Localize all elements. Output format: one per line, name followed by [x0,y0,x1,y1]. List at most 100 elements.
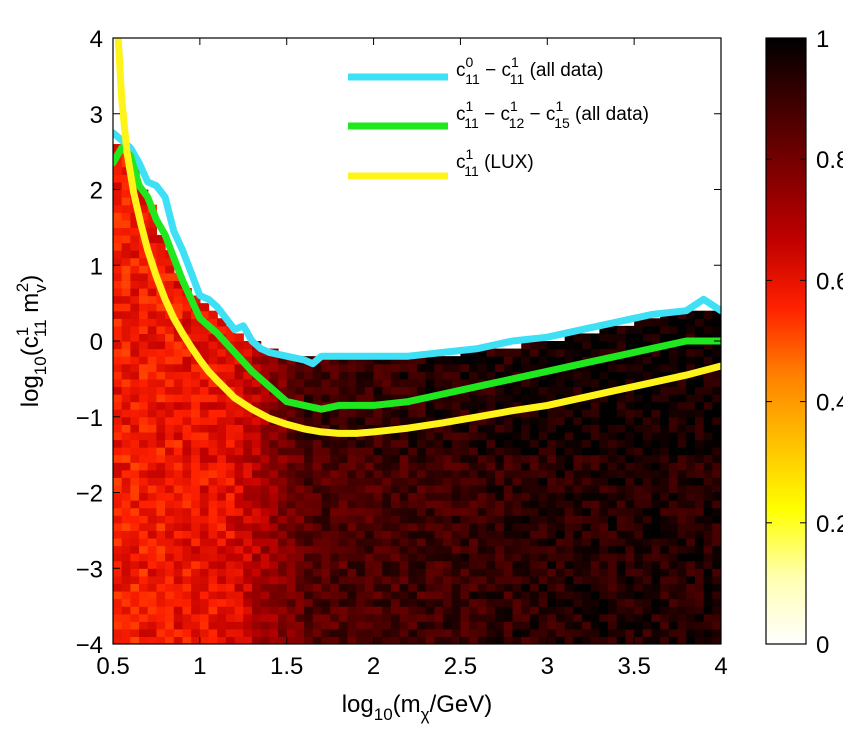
heatmap-cell [616,515,627,524]
heatmap-cell [434,530,444,539]
heatmap-cell [642,401,653,410]
heatmap-cell [338,447,349,456]
heatmap-cell [460,447,470,456]
heatmap-cell [651,598,661,607]
heatmap-cell [608,454,618,463]
heatmap-cell [703,613,713,622]
heatmap-cell [295,371,305,380]
heatmap-cell [694,386,705,395]
heatmap-cell [330,537,340,547]
heatmap-cell [243,439,253,448]
heatmap-cell [251,560,262,569]
heatmap-cell [234,386,244,395]
heatmap-cell [399,598,409,607]
heatmap-cell [217,363,227,372]
heatmap-cell [390,484,401,494]
heatmap-cell [642,439,653,448]
heatmap-cell [130,341,140,350]
heatmap-cell [434,500,444,509]
heatmap-cell [529,575,540,585]
heatmap-cell [139,613,149,622]
heatmap-cell [425,477,435,486]
heatmap-cell [312,568,323,577]
heatmap-cell [495,416,505,425]
heatmap-cell [364,356,375,365]
heatmap-cell [694,515,705,524]
heatmap-cell [295,628,305,638]
heatmap-cell [469,598,479,607]
heatmap-cell [147,439,158,448]
heatmap-cell [573,378,583,388]
heatmap-cell [390,371,401,380]
heatmap-cell [503,560,514,569]
heatmap-cell [347,462,357,471]
heatmap-cell [199,606,210,615]
heatmap-cell [251,522,262,531]
heatmap-cell [425,500,435,509]
heatmap-cell [608,492,618,501]
heatmap-cell [555,409,566,418]
heatmap-cell [590,462,600,471]
heatmap-cell [191,598,201,607]
heatmap-cell [694,318,705,327]
heatmap-cell [278,598,288,607]
heatmap-cell [408,515,418,524]
heatmap-cell [660,522,670,531]
heatmap-cell [269,447,279,456]
heatmap-cell [660,636,670,644]
curves [113,38,721,437]
heatmap-cell [113,356,123,365]
heatmap-cell [295,454,305,463]
heatmap-cell [347,469,357,478]
heatmap-cell [599,598,609,607]
heatmap-cell [312,416,323,425]
heatmap-cell [304,469,314,478]
heatmap-cell [156,462,166,471]
heatmap-cell [199,492,210,501]
heatmap-cell [686,583,696,592]
heatmap-cell [642,484,653,494]
heatmap-cell [304,394,314,403]
heatmap-cell [330,598,340,607]
heatmap-cell [225,515,236,524]
heatmap-cell [173,462,184,471]
heatmap-cell [686,484,696,494]
heatmap-cell [165,500,175,509]
heatmap-cell [113,416,123,425]
heatmap-cell [529,628,540,638]
heatmap-cell [469,348,479,357]
heatmap-cell [677,515,687,524]
heatmap-cell [260,553,270,562]
heatmap-cell [590,553,600,562]
series-line-yellow [114,38,721,437]
heatmap-cell [703,424,713,433]
heatmap-cell [651,439,661,448]
heatmap-cell [486,530,496,539]
heatmap-cell [599,575,609,585]
heatmap-cell [182,515,192,524]
heatmap-cell [269,401,279,410]
heatmap-cell [312,454,323,463]
heatmap-cell [417,500,427,509]
heatmap-cell [547,628,557,638]
heatmap-cell [321,613,331,622]
heatmap-cell [113,341,123,350]
heatmap-cell [634,401,644,410]
heatmap-cell [390,530,401,539]
heatmap-cell [113,545,123,554]
heatmap-cell [451,371,462,380]
y-axis-label: log10(c111 mv2) [13,275,50,407]
heatmap-cell [703,318,713,327]
heatmap-cell [399,545,409,554]
heatmap-cell [608,507,618,516]
heatmap-cell [573,371,583,380]
heatmap-cell [269,363,279,372]
heatmap-cell [495,568,505,577]
heatmap-cell [147,219,158,228]
heatmap-cell [269,484,279,494]
heatmap-cell [165,439,175,448]
heatmap-cell [573,515,583,524]
heatmap-cell [625,560,635,569]
heatmap-cell [529,492,540,501]
heatmap-cell [243,394,253,403]
